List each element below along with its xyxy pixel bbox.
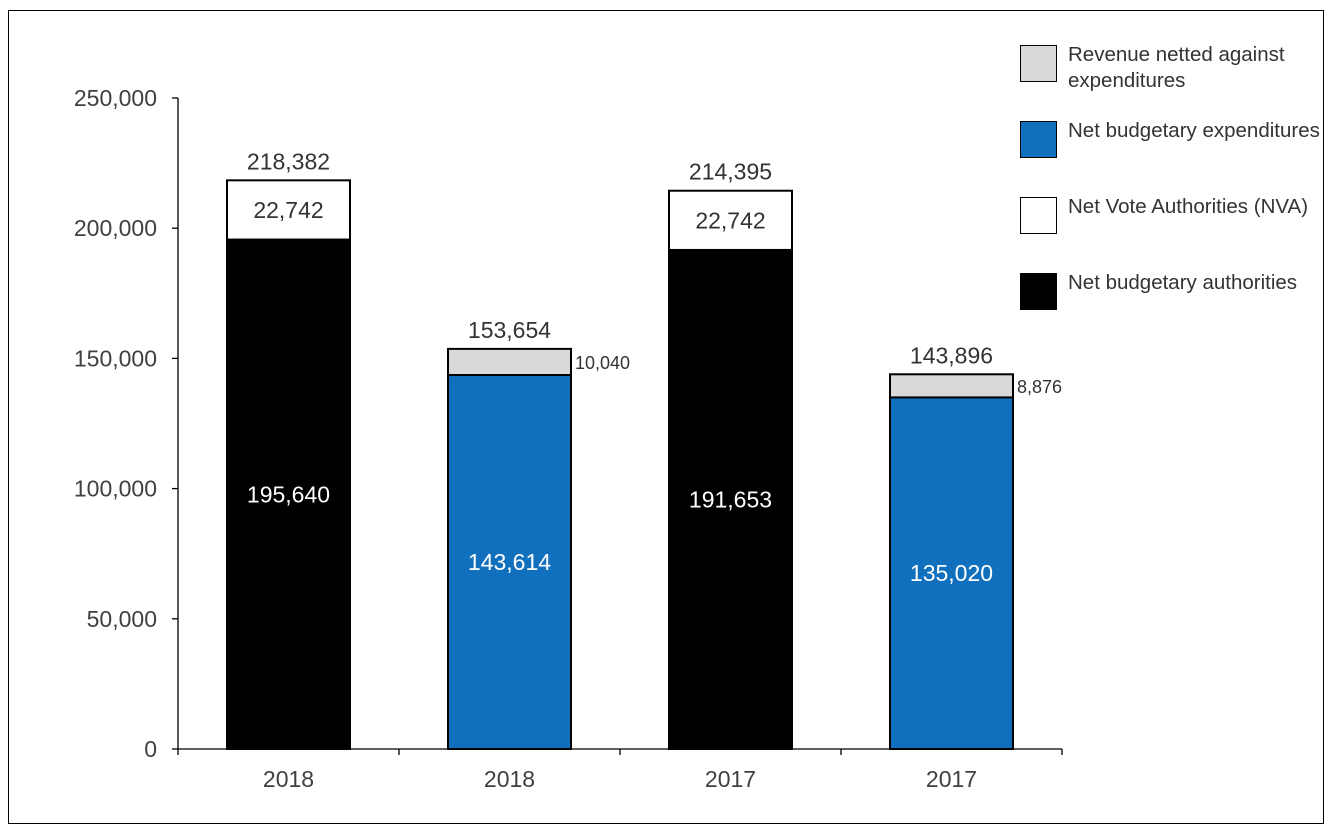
legend-label: Net budgetary expenditures <box>1068 119 1320 142</box>
total-label: 218,382 <box>247 148 330 174</box>
data-label: 191,653 <box>689 486 772 512</box>
total-label: 143,896 <box>910 342 993 368</box>
legend-label: Revenue netted against expenditures <box>1068 43 1285 92</box>
x-tick-label: 2017 <box>705 766 756 792</box>
x-tick-label: 2017 <box>926 766 977 792</box>
data-label: 10,040 <box>575 353 630 373</box>
x-tick-label: 2018 <box>263 766 314 792</box>
data-label: 195,640 <box>247 481 330 507</box>
data-label: 8,876 <box>1017 377 1062 397</box>
y-tick-label: 0 <box>144 736 157 762</box>
bar-segment-net-budgetary-authorities <box>668 248 793 751</box>
bar-segment-revenue-netted-against-expenditures <box>889 373 1014 399</box>
data-label: 135,020 <box>910 560 993 586</box>
x-tick-label: 2018 <box>484 766 535 792</box>
bar-segment-net-vote-authorities-nva <box>668 189 793 251</box>
bar-segment-net-budgetary-expenditures <box>447 374 572 750</box>
bar-segment-net-vote-authorities-nva <box>226 179 351 241</box>
legend-swatch <box>1020 121 1057 158</box>
legend-swatch <box>1020 45 1057 82</box>
y-tick-label: 100,000 <box>74 476 157 502</box>
y-tick-label: 50,000 <box>87 606 157 632</box>
legend-label: Net budgetary authorities <box>1068 271 1298 294</box>
data-label: 143,614 <box>468 549 551 575</box>
chart-frame <box>8 10 1324 824</box>
legend-label: Net Vote Authorities (NVA) <box>1068 195 1309 218</box>
bar-segment-revenue-netted-against-expenditures <box>447 347 572 377</box>
y-tick-label: 150,000 <box>74 345 157 371</box>
total-label: 214,395 <box>689 159 772 185</box>
total-label: 153,654 <box>468 317 551 343</box>
legend-swatch <box>1020 197 1057 234</box>
y-tick-label: 200,000 <box>74 215 157 241</box>
data-label: 22,742 <box>695 207 765 233</box>
data-label: 22,742 <box>253 197 323 223</box>
y-tick-label: 250,000 <box>74 85 157 111</box>
legend-swatch <box>1020 273 1057 310</box>
bar-segment-net-budgetary-expenditures <box>889 396 1014 750</box>
